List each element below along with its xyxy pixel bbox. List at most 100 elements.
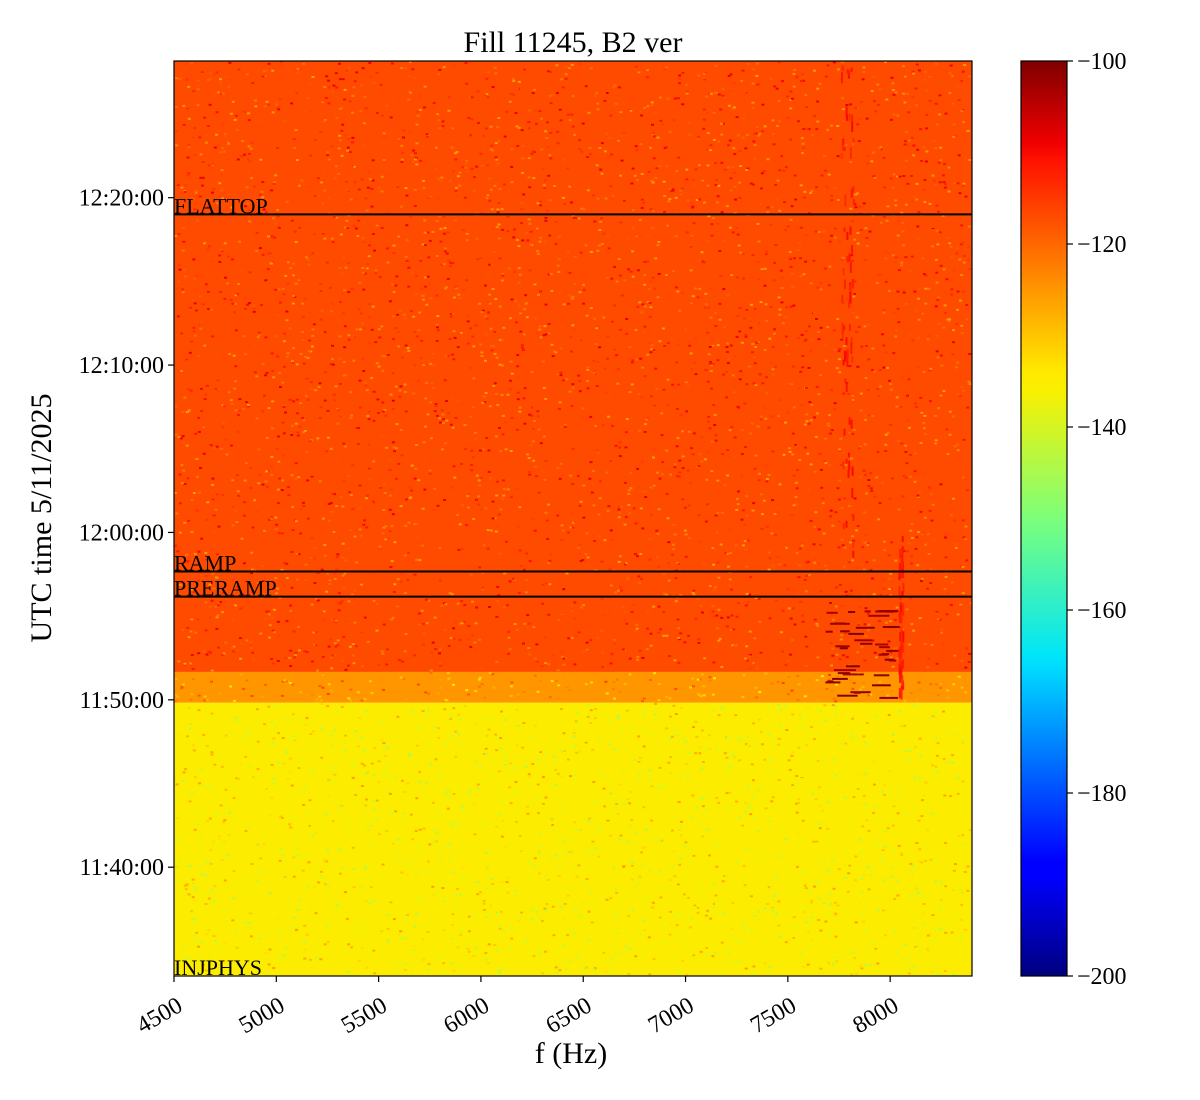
noise-cell [447, 109, 451, 112]
noise-cell [460, 805, 464, 808]
noise-cell [729, 177, 733, 180]
noise-cell [698, 164, 701, 167]
noise-cell [189, 777, 193, 780]
noise-cell [765, 250, 769, 253]
noise-cell [679, 824, 683, 827]
noise-cell [852, 682, 856, 684]
noise-cell [623, 683, 627, 686]
noise-cell [464, 448, 468, 451]
noise-cell [201, 184, 204, 187]
noise-cell [512, 236, 516, 239]
noise-cell [579, 251, 583, 254]
noise-cell [714, 894, 718, 897]
noise-cell [852, 714, 856, 717]
noise-cell [326, 940, 330, 943]
noise-cell [383, 483, 387, 486]
noise-cell [314, 262, 318, 265]
noise-cell [493, 848, 497, 851]
noise-cell [205, 653, 209, 656]
noise-cell [912, 154, 916, 157]
noise-cell [439, 227, 443, 230]
noise-cell [257, 482, 261, 485]
noise-cell [204, 134, 208, 137]
noise-cell [308, 339, 312, 342]
noise-cell [181, 779, 185, 782]
noise-cell [801, 152, 805, 155]
noise-cell [391, 842, 395, 845]
noise-cell [650, 295, 654, 298]
noise-cell [727, 584, 731, 587]
noise-cell [943, 533, 947, 536]
noise-cell [180, 482, 184, 485]
noise-cell [889, 620, 893, 623]
noise-cell [612, 643, 616, 646]
noise-cell [245, 73, 249, 76]
noise-cell [932, 812, 936, 815]
noise-cell [292, 630, 296, 633]
noise-cell [610, 277, 614, 280]
noise-cell [488, 758, 492, 761]
noise-cell [548, 696, 552, 699]
noise-cell [385, 167, 389, 170]
noise-cell [539, 311, 543, 314]
noise-cell [892, 352, 896, 355]
noise-cell [799, 739, 803, 742]
noise-cell [424, 397, 428, 400]
noise-cell [817, 919, 821, 921]
noise-cell [867, 485, 871, 487]
noise-cell [819, 590, 823, 593]
noise-cell [339, 233, 343, 236]
noise-cell [181, 435, 185, 438]
noise-cell [591, 202, 595, 205]
noise-cell [867, 829, 871, 832]
noise-cell [790, 514, 794, 516]
noise-cell [949, 795, 953, 798]
noise-cell [475, 652, 479, 655]
noise-cell [951, 754, 954, 757]
noise-cell [804, 590, 808, 593]
noise-cell [762, 170, 766, 173]
noise-cell [387, 913, 390, 916]
noise-cell [615, 892, 619, 895]
noise-cell [623, 610, 627, 613]
noise-cell [960, 80, 964, 83]
noise-cell [282, 954, 286, 956]
noise-cell [880, 857, 884, 860]
noise-cell [784, 824, 787, 827]
noise-cell [178, 860, 182, 863]
noise-cell [494, 530, 498, 533]
noise-cell [727, 952, 731, 955]
noise-cell [256, 336, 260, 339]
noise-cell [193, 208, 197, 211]
noise-cell [872, 100, 876, 103]
noise-cell [965, 647, 968, 650]
noise-cell [917, 681, 921, 684]
noise-cell [844, 144, 848, 146]
noise-cell [247, 112, 251, 115]
noise-cell [408, 90, 412, 93]
noise-cell [562, 944, 566, 947]
noise-cell [681, 455, 685, 458]
noise-cell [307, 931, 311, 934]
noise-cell [789, 107, 793, 110]
noise-cell [544, 219, 548, 222]
noise-cell [686, 384, 690, 387]
noise-cell [382, 132, 386, 135]
noise-cell [714, 64, 718, 67]
noise-cell [485, 77, 489, 80]
noise-cell [551, 905, 555, 908]
noise-cell [907, 959, 911, 961]
noise-cell [838, 584, 842, 586]
noise-cell [484, 315, 487, 318]
noise-cell [241, 140, 245, 142]
noise-cell [874, 656, 878, 659]
noise-cell [204, 903, 208, 905]
noise-cell [681, 656, 684, 659]
noise-cell [815, 622, 819, 625]
noise-cell [263, 175, 267, 177]
noise-cell [497, 971, 501, 974]
noise-cell [774, 892, 778, 895]
noise-cell [421, 359, 425, 362]
noise-cell [264, 211, 268, 214]
noise-cell [910, 718, 914, 720]
